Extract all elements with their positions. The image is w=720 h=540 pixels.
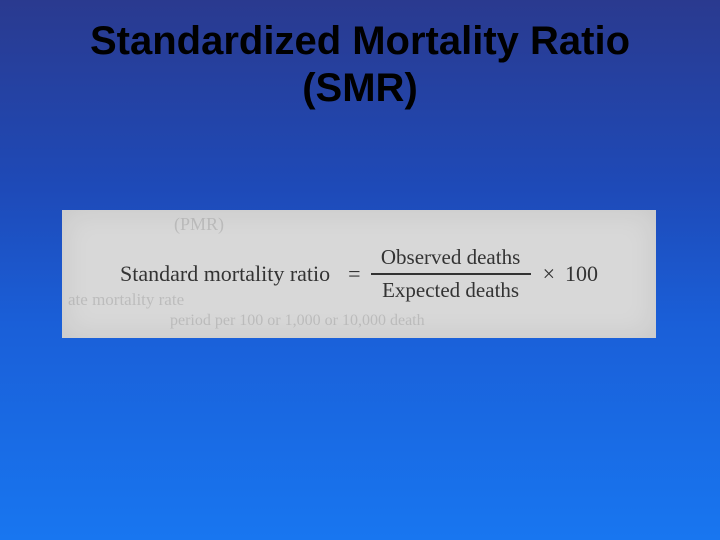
formula-fraction: Observed deaths Expected deaths	[371, 245, 531, 302]
slide-title: Standardized Mortality Ratio (SMR)	[0, 18, 720, 112]
slide: Standardized Mortality Ratio (SMR) (PMR)…	[0, 0, 720, 540]
formula-constant: 100	[565, 261, 598, 287]
smr-formula: Standard mortality ratio = Observed deat…	[62, 210, 656, 338]
formula-panel: (PMR) ate mortality rate period per 100 …	[62, 210, 656, 338]
fraction-numerator: Observed deaths	[381, 245, 520, 270]
title-line-2: (SMR)	[302, 66, 418, 110]
fraction-bar	[371, 273, 531, 274]
title-line-1: Standardized Mortality Ratio	[90, 19, 630, 63]
equals-sign: =	[348, 261, 360, 287]
formula-lhs: Standard mortality ratio	[120, 261, 330, 287]
fraction-denominator: Expected deaths	[382, 278, 519, 303]
times-sign: ×	[543, 261, 555, 287]
